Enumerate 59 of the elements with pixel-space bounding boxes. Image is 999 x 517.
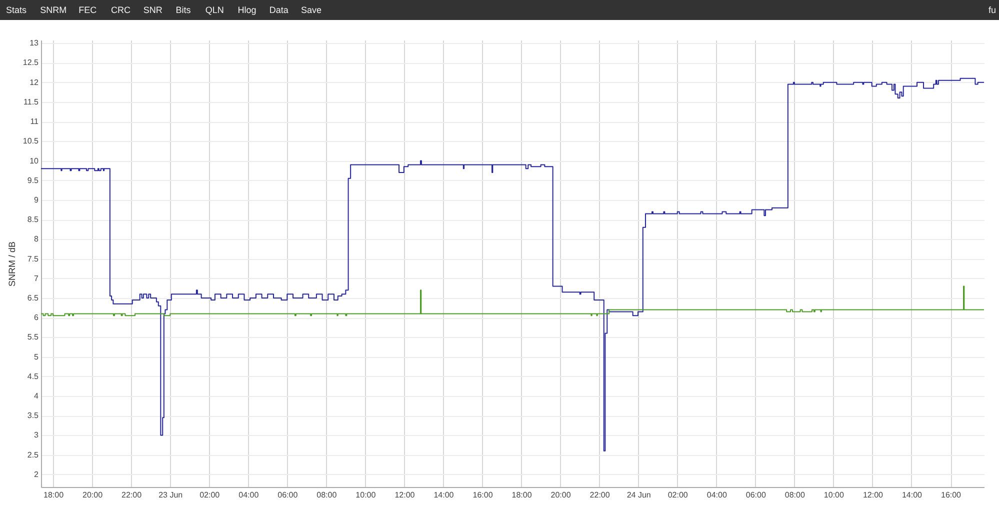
x-tick-label: 23 Jun <box>158 490 183 500</box>
y-tick-label: 8.5 <box>27 215 40 224</box>
y-tick-label: 5 <box>34 352 40 362</box>
x-tick-label: 20:00 <box>82 490 104 500</box>
y-tick-label: 7.5 <box>27 254 40 264</box>
y-tick-label: 13 <box>30 38 40 48</box>
x-tick-label: 14:00 <box>434 490 454 500</box>
x-tick-label: 16:00 <box>472 490 494 500</box>
x-tick-label: 06:00 <box>746 490 766 500</box>
y-tick-label: 12 <box>30 78 40 87</box>
text: Data <box>269 5 288 15</box>
y-tick-label: 10 <box>30 156 40 166</box>
x-tick-label: 24 Jun <box>626 490 651 500</box>
x-tick-label: 20:00 <box>550 490 572 500</box>
text: Hlog <box>238 5 256 15</box>
text: Bits <box>176 5 192 15</box>
x-tick-label: 18:00 <box>44 490 64 500</box>
y-tick-label: 4.5 <box>27 372 40 381</box>
text: fu <box>988 5 996 15</box>
x-tick-label: 04:00 <box>706 490 728 500</box>
x-tick-label: 12:00 <box>394 490 416 500</box>
y-tick-label: 3.5 <box>27 411 40 420</box>
y-tick-label: 7 <box>34 274 40 283</box>
text: SNRM <box>40 5 67 15</box>
y-tick-label: 2.5 <box>27 450 40 460</box>
x-tick-label: 10:00 <box>356 490 376 500</box>
x-tick-label: 04:00 <box>238 490 260 500</box>
x-tick-label: 06:00 <box>278 490 298 500</box>
text: Stats <box>6 5 28 15</box>
y-tick-label: 5.5 <box>27 332 40 342</box>
x-tick-label: 02:00 <box>668 490 688 500</box>
y-tick-label: 10.5 <box>22 136 40 146</box>
x-tick-label: 02:00 <box>200 490 220 500</box>
x-tick-label: 10:00 <box>824 490 844 500</box>
y-tick-label: 3 <box>34 430 40 440</box>
y-tick-label: 11.5 <box>24 97 40 106</box>
x-tick-label: 16:00 <box>940 490 962 500</box>
y-tick-label: 2 <box>34 470 40 479</box>
y-tick-label: 4 <box>34 392 40 401</box>
x-tick-label: 08:00 <box>316 490 338 500</box>
text: SNR <box>143 5 163 15</box>
y-tick-label: 6 <box>34 313 40 322</box>
x-tick-label: 08:00 <box>784 490 806 500</box>
y-axis-title: SNRM / dB <box>6 241 17 287</box>
y-tick-label: 12.5 <box>22 58 40 68</box>
text: Save <box>301 5 322 15</box>
x-tick-label: 12:00 <box>862 490 884 500</box>
x-tick-label: 22:00 <box>122 490 142 500</box>
y-tick-label: 11 <box>30 117 40 126</box>
y-tick-label: 6.5 <box>27 294 40 303</box>
y-tick-label: 9.5 <box>27 176 40 185</box>
y-tick-label: 9 <box>34 195 40 204</box>
x-tick-label: 22:00 <box>590 490 610 500</box>
x-tick-label: 14:00 <box>902 490 923 500</box>
text: FEC <box>78 5 98 15</box>
text: CRC <box>111 5 131 15</box>
y-tick-label: 8 <box>34 234 40 244</box>
x-tick-label: 18:00 <box>512 490 532 500</box>
text: QLN <box>205 5 224 15</box>
